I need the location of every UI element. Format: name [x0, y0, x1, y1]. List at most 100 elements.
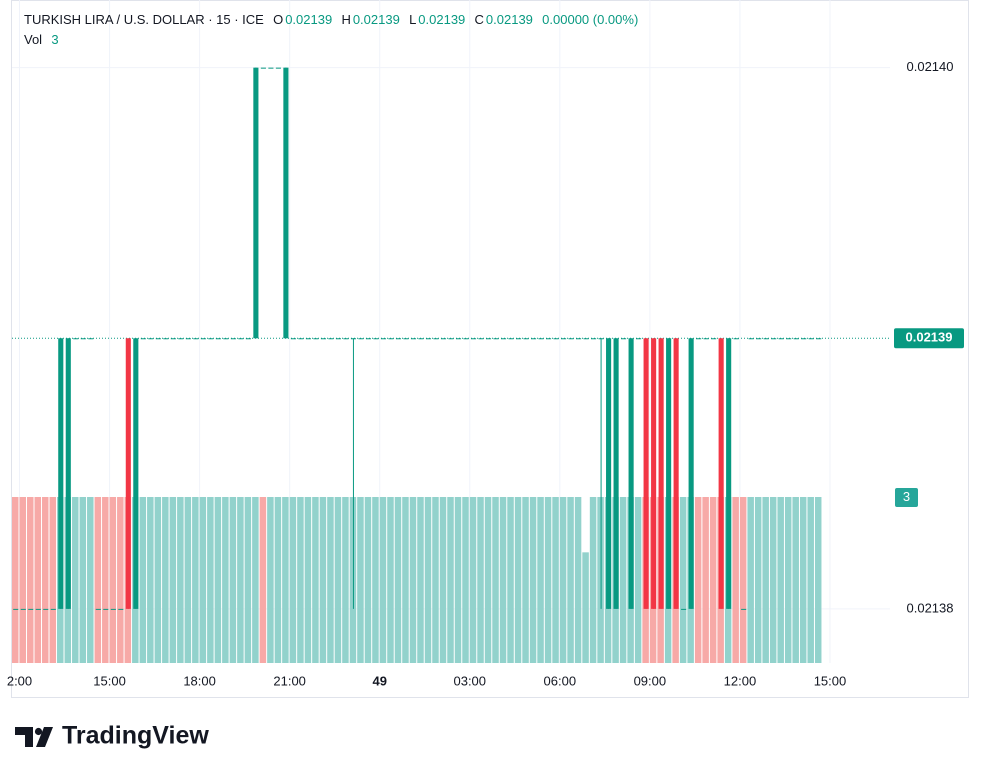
volume-bar	[589, 497, 597, 663]
volume-bar	[559, 497, 567, 663]
candle-body	[133, 338, 139, 609]
last-volume-label: 3	[903, 489, 910, 504]
candle-body	[628, 338, 634, 609]
volume-bar	[409, 497, 417, 663]
candle-body	[155, 338, 161, 340]
candle-body	[215, 338, 221, 340]
logo-part	[36, 727, 53, 747]
volume-bar	[319, 497, 327, 663]
candle-body	[28, 608, 34, 610]
volume-bar	[297, 497, 304, 663]
volume-bar	[799, 497, 807, 663]
candle-body	[283, 67, 289, 339]
volume-bar	[282, 497, 289, 663]
volume-bar	[229, 497, 237, 663]
candle-body	[223, 338, 229, 340]
volume-bar	[507, 497, 514, 663]
volume-bar	[207, 497, 214, 663]
candle-body	[561, 338, 567, 340]
candle-body	[470, 338, 477, 340]
change-value: 0.00000 (0.00%)	[542, 12, 639, 27]
candle-body	[95, 608, 101, 610]
volume-bar	[807, 497, 814, 663]
candle-body	[726, 338, 732, 609]
volume-bar	[49, 497, 57, 663]
volume-bar	[492, 497, 499, 663]
candle-body	[538, 338, 544, 340]
volume-bar	[274, 497, 282, 663]
volume-bar	[177, 497, 184, 663]
candle-body	[125, 338, 131, 609]
candle-body	[13, 608, 19, 610]
candle-body	[65, 338, 71, 609]
volume-bar	[244, 497, 252, 663]
candle-body	[711, 338, 717, 340]
candle-body	[493, 338, 499, 340]
volume-bar	[154, 497, 162, 663]
volume-bar	[169, 497, 177, 663]
candle-body	[703, 338, 709, 340]
volume-bar	[334, 497, 342, 663]
volume-bar	[544, 497, 552, 663]
candle-body	[801, 338, 807, 340]
candle-body	[606, 338, 612, 609]
candle-body	[43, 608, 49, 610]
volume-bar	[289, 497, 297, 663]
candle-body	[778, 338, 784, 340]
candle-body	[658, 338, 664, 609]
candle-body	[118, 608, 124, 610]
volume-bar	[769, 497, 777, 663]
candle-body	[260, 67, 266, 69]
candle-body	[268, 67, 274, 69]
candle-body	[485, 338, 492, 340]
volume-bar	[34, 497, 42, 663]
candle-body	[193, 338, 199, 340]
candle-body	[178, 338, 184, 340]
x-tick-label: 03:00	[453, 673, 486, 688]
symbol-title: TURKISH LIRA / U.S. DOLLAR · 15 · ICE	[24, 12, 264, 27]
volume-bar	[784, 497, 792, 663]
volume-bar	[484, 497, 492, 663]
candle-body	[688, 338, 694, 609]
candle-body	[140, 338, 146, 340]
candle-body	[290, 338, 296, 340]
volume-bar	[267, 497, 274, 663]
candle-body	[771, 338, 777, 340]
candle-body	[275, 67, 281, 69]
candle-body	[478, 338, 484, 340]
candle-body	[583, 338, 589, 340]
candle-body	[681, 608, 687, 610]
volume-bar	[567, 497, 574, 663]
brand-name: TradingView	[62, 722, 209, 750]
candle-body	[313, 338, 319, 340]
volume-bar	[432, 497, 439, 663]
volume-bars	[12, 497, 822, 663]
candle-body	[523, 338, 529, 340]
x-tick-label: 2:00	[7, 673, 32, 688]
candle-body	[808, 338, 814, 340]
candle-body	[673, 338, 679, 609]
candle-body	[328, 338, 334, 340]
volume-bar	[162, 497, 169, 663]
candle-body	[793, 338, 799, 340]
x-tick-label: 06:00	[544, 673, 577, 688]
candle-body	[200, 338, 206, 340]
volume-bar	[747, 497, 754, 663]
logo-icon	[15, 727, 53, 747]
candle-body	[553, 338, 559, 340]
candle-body	[388, 338, 394, 340]
volume-bar	[582, 552, 589, 663]
candle-body	[455, 338, 462, 340]
volume-bar	[402, 497, 409, 663]
volume-bar	[574, 497, 582, 663]
volume-bar	[252, 497, 259, 663]
volume-bar	[237, 497, 244, 663]
candle-body	[238, 338, 244, 340]
volume-bar	[552, 497, 559, 663]
volume-bar	[357, 497, 364, 663]
candle-body	[816, 338, 822, 340]
volume-bar	[762, 497, 769, 663]
candles	[13, 67, 822, 610]
candle-body	[463, 338, 469, 340]
